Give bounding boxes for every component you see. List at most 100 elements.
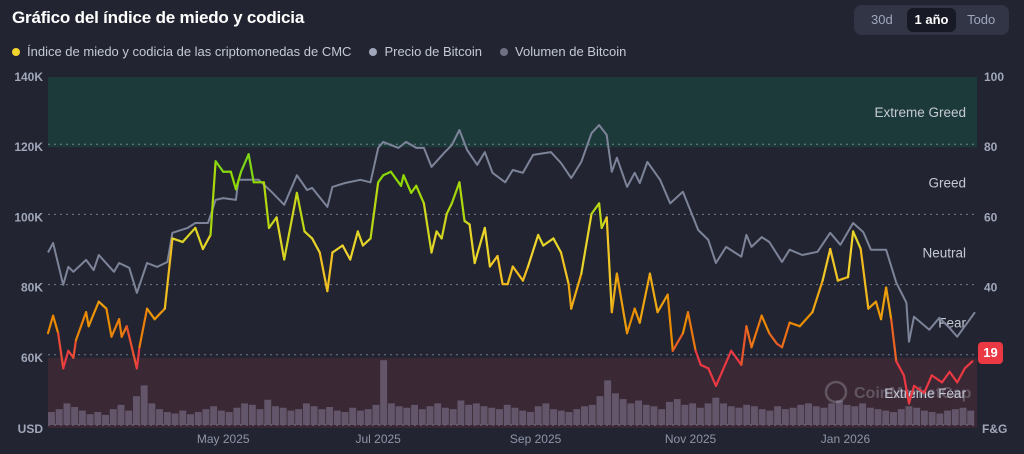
volume-bar xyxy=(967,410,975,425)
btc-price-line xyxy=(47,124,976,343)
fear-greed-line-segment xyxy=(798,311,814,328)
volume-bar xyxy=(874,409,882,425)
fear-greed-line-segment xyxy=(84,311,90,328)
volume-bar xyxy=(256,409,264,425)
fear-greed-line-segment xyxy=(194,226,205,251)
fear-greed-line-segment xyxy=(135,346,141,370)
volume-bar xyxy=(326,407,334,425)
legend-item-btc-volume[interactable]: Volumen de Bitcoin xyxy=(500,44,626,59)
volume-bar xyxy=(573,409,581,425)
volume-bar xyxy=(364,409,372,425)
fear-greed-line-segment xyxy=(295,191,306,233)
volume-bar xyxy=(805,403,812,425)
fear-greed-line-segment xyxy=(430,230,438,254)
fear-greed-line-segment xyxy=(283,191,298,261)
fear-greed-line-segment xyxy=(326,251,334,293)
range-toggle: 30d 1 año Todo xyxy=(854,5,1009,35)
fear-greed-line-segment xyxy=(445,202,453,215)
fear-greed-line-segment xyxy=(671,332,685,352)
volume-bar xyxy=(372,404,380,425)
left-axis-tick: 80K xyxy=(21,281,43,295)
range-30d-button[interactable]: 30d xyxy=(870,12,893,27)
volume-bar xyxy=(581,406,588,425)
fear-greed-line-segment xyxy=(537,233,545,247)
fear-greed-line-segment xyxy=(125,325,138,370)
fear-greed-line-segment xyxy=(963,360,974,370)
volume-bar xyxy=(387,403,395,425)
volume-bar xyxy=(743,404,751,425)
fear-greed-line-segment xyxy=(458,181,466,223)
left-axis-tick: 100K xyxy=(14,210,43,224)
volume-bar xyxy=(758,409,766,425)
fear-greed-line-segment xyxy=(145,307,156,321)
fear-greed-line-segment xyxy=(120,325,128,338)
fear-greed-line-segment xyxy=(262,181,271,230)
volume-bar xyxy=(48,412,55,425)
fear-greed-line-segment xyxy=(570,272,583,310)
fear-greed-line-segment xyxy=(468,223,476,265)
fear-greed-line-segment xyxy=(780,321,791,349)
volume-bar xyxy=(681,404,689,425)
left-axis-tick: 140K xyxy=(14,70,43,84)
fear-greed-line-segment xyxy=(879,286,888,321)
volume-bar xyxy=(418,409,426,425)
volume-bar xyxy=(55,409,63,425)
zone-label: Greed xyxy=(928,175,966,190)
fear-greed-line-segment xyxy=(656,293,669,314)
fear-greed-line-segment xyxy=(851,230,862,251)
x-axis-tick: Nov 2025 xyxy=(665,432,717,446)
legend-item-fear-greed[interactable]: Índice de miedo y codicia de las criptom… xyxy=(12,44,351,59)
volume-bar xyxy=(835,400,843,425)
volume-bar xyxy=(341,412,349,425)
fear-greed-line-segment xyxy=(234,170,243,191)
range-all-button[interactable]: Todo xyxy=(967,12,996,27)
fear-greed-line-segment xyxy=(247,153,255,184)
volume-bar xyxy=(465,404,473,425)
volume-bar xyxy=(496,409,503,425)
fear-greed-line-segment xyxy=(811,279,824,314)
fear-greed-line-segment xyxy=(902,374,911,405)
fear-greed-line-segment xyxy=(874,300,883,321)
current-value-badge: 19 xyxy=(978,342,1003,364)
volume-bar xyxy=(704,403,712,425)
volume-bar xyxy=(797,404,805,425)
volume-bar xyxy=(774,406,782,425)
fear-greed-line-segment xyxy=(356,230,365,247)
volume-bar xyxy=(611,393,619,425)
range-1y-button[interactable]: 1 año xyxy=(906,8,957,32)
volume-bar xyxy=(63,403,71,425)
fear-greed-line-segment xyxy=(163,237,174,310)
fear-greed-line-segment xyxy=(229,170,238,191)
volume-bar xyxy=(720,403,727,425)
volume-bar xyxy=(951,409,959,425)
right-axis-tick: 80 xyxy=(984,140,998,154)
fear-greed-line-segment xyxy=(473,226,486,265)
volume-bar xyxy=(171,413,179,425)
volume-bar xyxy=(94,412,102,425)
volume-bar xyxy=(102,414,109,425)
volume-bar xyxy=(109,409,117,425)
fear-greed-line-segment xyxy=(318,251,329,293)
right-axis-tick: 60 xyxy=(984,210,998,224)
fear-greed-line-segment xyxy=(542,237,555,247)
volume-bar xyxy=(441,407,449,425)
volume-bar xyxy=(596,396,604,425)
fear-greed-line-segment xyxy=(303,230,314,240)
volume-bar xyxy=(187,414,194,425)
fear-greed-line-segment xyxy=(956,367,966,384)
volume-bar xyxy=(78,410,86,425)
volume-bar xyxy=(673,399,681,425)
fear-greed-line-segment xyxy=(74,311,88,342)
volume-bar xyxy=(905,406,913,425)
left-axis-tick: 120K xyxy=(14,140,43,154)
volume-bar xyxy=(534,406,542,425)
fear-greed-line-segment xyxy=(867,300,878,310)
fear-greed-line-segment xyxy=(51,314,60,335)
fear-greed-line-segment xyxy=(745,325,753,349)
volume-bar xyxy=(357,410,364,425)
volume-bar xyxy=(140,385,148,425)
legend-item-btc-price[interactable]: Precio de Bitcoin xyxy=(369,44,482,59)
right-axis-tick: 100 xyxy=(984,70,1004,84)
fear-greed-line-segment xyxy=(496,254,504,286)
